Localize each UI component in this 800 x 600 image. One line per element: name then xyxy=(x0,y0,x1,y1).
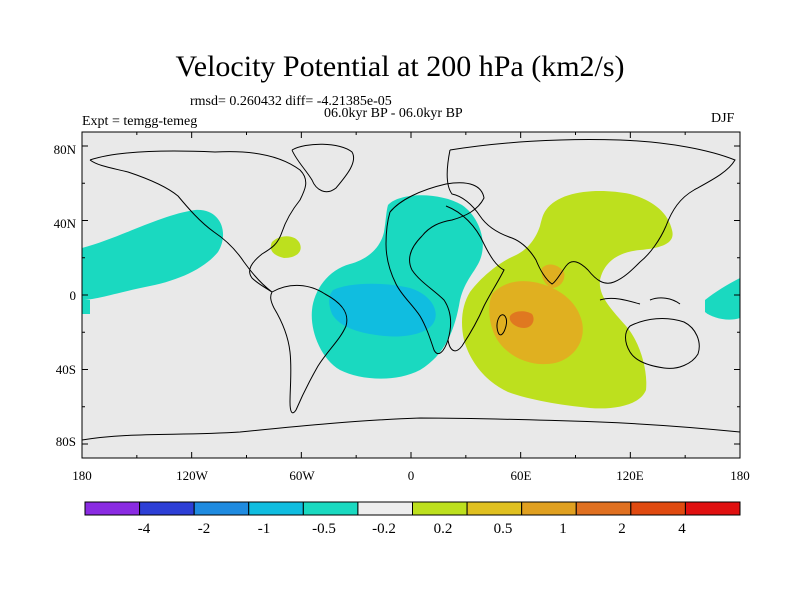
chart-title: Velocity Potential at 200 hPa (km2/s) xyxy=(175,50,625,83)
coast-africa-east xyxy=(445,205,505,352)
contour-neg-north-atlantic xyxy=(82,209,224,300)
colorbar-swatch xyxy=(521,501,577,516)
lat-label-80S: 80S xyxy=(56,434,76,449)
colorbar-swatch xyxy=(466,501,523,516)
colorbar-swatch xyxy=(139,501,195,516)
lon-label-180w: 180 xyxy=(72,468,92,483)
coast-australia xyxy=(625,318,700,369)
lon-label-0: 0 xyxy=(408,468,415,483)
lon-label-120E: 120E xyxy=(616,468,644,483)
contour-neg-south-atlantic xyxy=(329,283,436,337)
colorbar-label-neg0-5: -0.5 xyxy=(312,521,336,537)
contour-neg-east-pacific xyxy=(82,300,90,314)
lon-label-60W: 60W xyxy=(289,468,315,483)
contour-pos-madagascar xyxy=(489,281,583,365)
colorbar-label-4: 4 xyxy=(678,521,686,537)
colorbar-swatch xyxy=(630,501,686,516)
coastlines xyxy=(81,139,741,441)
contour-neg-west-pacific xyxy=(705,278,740,320)
lat-label-40N: 40N xyxy=(54,216,77,231)
contour-pos-max xyxy=(509,311,534,328)
lon-label-180e: 180 xyxy=(730,468,750,483)
colorbar-label-neg1: -1 xyxy=(258,521,271,537)
colorbar-label-neg4: -4 xyxy=(138,521,151,537)
season-label: DJF xyxy=(711,111,735,126)
colorbar-swatch xyxy=(357,501,413,516)
colorbar-swatch xyxy=(193,501,250,516)
coast-north-america xyxy=(89,150,307,293)
lat-label-80N: 80N xyxy=(54,142,77,157)
coast-europe-africa xyxy=(385,182,485,355)
axis-ticks xyxy=(81,132,741,458)
coast-indonesia xyxy=(599,297,681,305)
lon-label-120W: 120W xyxy=(176,468,209,483)
colorbar-label-neg2: -2 xyxy=(198,521,211,537)
colorbar-label-2: 2 xyxy=(618,521,626,537)
period-text: 06.0kyr BP - 06.0kyr BP xyxy=(324,106,463,121)
stats-text: rmsd= 0.260432 diff= -4.21385e-05 xyxy=(190,94,392,109)
contour-pos-india xyxy=(541,264,565,288)
contour-pos-caribbean xyxy=(270,236,301,258)
colorbar-label-0-2: 0.2 xyxy=(434,521,453,537)
colorbar-swatch xyxy=(84,501,141,516)
colorbar-labels: -4 -2 -1 -0.5 -0.2 0.2 0.5 1 2 4 xyxy=(138,521,687,537)
colorbar-swatch xyxy=(684,501,741,516)
colorbar-label-1: 1 xyxy=(559,521,567,537)
lat-label-0: 0 xyxy=(70,288,77,303)
coast-asia xyxy=(446,139,736,285)
coast-south-america xyxy=(270,285,348,414)
coast-antarctica xyxy=(81,417,741,441)
coast-greenland xyxy=(291,143,354,193)
lat-label-40S: 40S xyxy=(56,362,76,377)
colorbar xyxy=(84,501,741,516)
colorbar-swatch xyxy=(302,501,359,516)
colorbar-label-neg0-2: -0.2 xyxy=(372,521,396,537)
expt-label: Expt = temgg-temeg xyxy=(82,114,198,129)
colorbar-swatch xyxy=(248,501,304,516)
colorbar-swatch xyxy=(412,501,468,516)
colorbar-swatch xyxy=(575,501,632,516)
coast-madagascar xyxy=(496,314,507,336)
lon-label-60E: 60E xyxy=(511,468,532,483)
colorbar-label-0-5: 0.5 xyxy=(494,521,513,537)
